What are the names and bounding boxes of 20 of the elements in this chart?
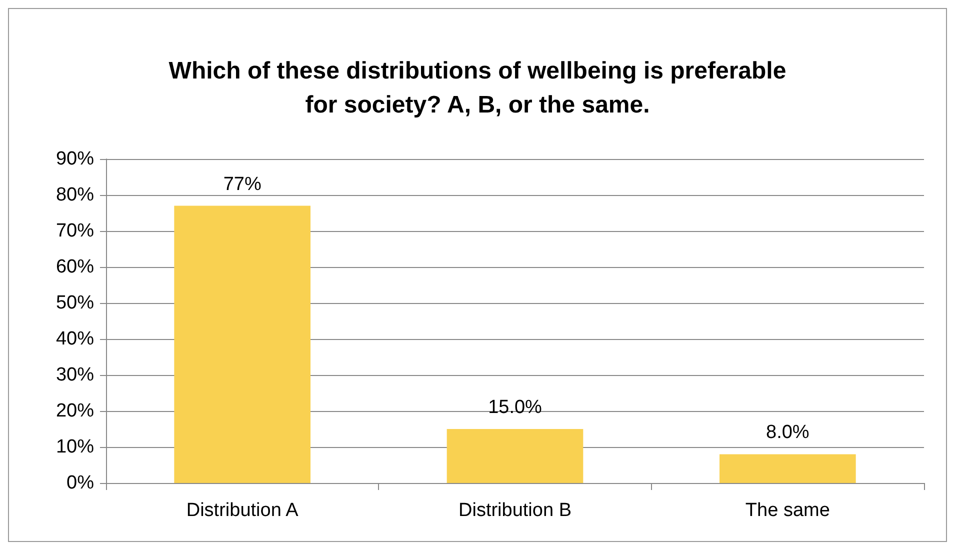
- bar: [446, 429, 584, 483]
- data-label: 77%: [223, 174, 262, 195]
- y-tick-label: 60%: [56, 256, 94, 278]
- y-tick-label: 90%: [56, 148, 94, 170]
- x-tick-label: Distribution B: [458, 500, 572, 521]
- x-tick-label: The same: [745, 500, 830, 521]
- y-tick-label: 70%: [56, 220, 94, 242]
- y-tick-label: 20%: [56, 400, 94, 422]
- y-tick-label: 30%: [56, 364, 94, 386]
- y-tick-label: 40%: [56, 328, 94, 350]
- x-tick-label: Distribution A: [186, 500, 299, 521]
- y-tick-label: 0%: [66, 472, 94, 494]
- y-tick-label: 10%: [56, 436, 94, 458]
- bar: [720, 454, 856, 483]
- data-label: 8.0%: [766, 422, 810, 444]
- chart-title: Which of these distributions of wellbeing is preferable for society? A, B, or the same.: [168, 58, 786, 118]
- y-tick-label: 50%: [56, 292, 94, 314]
- bar: [174, 206, 310, 483]
- y-tick-label: 80%: [56, 184, 94, 206]
- data-label: 15.0%: [488, 397, 542, 418]
